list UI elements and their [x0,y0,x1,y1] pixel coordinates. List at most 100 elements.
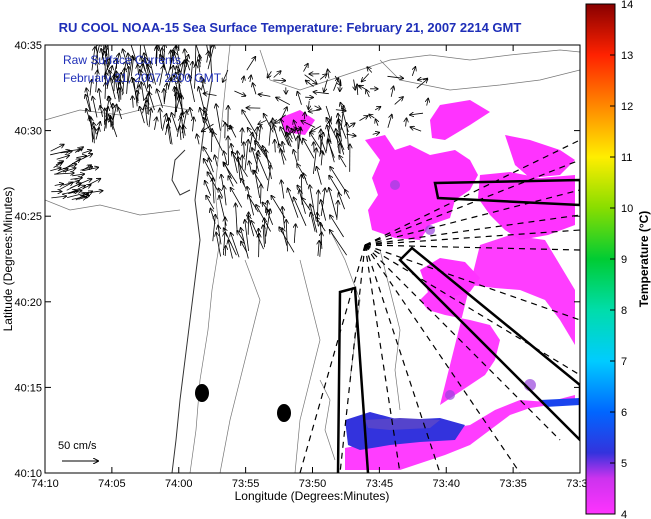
sst-cold-band [345,398,580,450]
current-vector [320,232,322,257]
current-vector [216,233,221,257]
current-vector [304,74,317,84]
current-vector [321,200,327,221]
current-vector [338,119,347,139]
current-vector [228,136,229,166]
current-vector [96,71,98,93]
current-vector [156,47,157,64]
current-vector [247,187,254,216]
current-vector [127,67,129,94]
current-vector [51,196,66,198]
current-vector [50,151,69,156]
current-vector [200,108,205,124]
current-vector [286,132,293,143]
current-vector [253,83,257,95]
current-vector [96,122,100,135]
current-vector [243,77,245,83]
current-vector [182,95,183,115]
current-vector [303,139,315,159]
current-vector [160,109,162,129]
current-vector [225,246,226,257]
current-vector [357,84,358,96]
current-vector [257,154,269,181]
current-vector [303,64,308,72]
current-vector [80,167,93,171]
current-vector [339,156,347,168]
legend-currents-date: February 21, 2007 2200 GMT [63,71,222,85]
current-vector [228,240,233,259]
current-vector [212,215,216,242]
current-vector [348,123,355,128]
current-vector [345,190,350,199]
current-vector [263,146,268,160]
current-vector [248,128,265,153]
current-vector [311,213,316,232]
current-vector [241,179,247,190]
current-vector [181,111,187,134]
current-vector [205,181,212,196]
current-vector [280,149,285,165]
current-vector [107,45,110,66]
current-vector [369,115,375,119]
current-vector [410,127,422,132]
current-vector [249,161,252,173]
current-vector [168,78,171,90]
sst-purple-specks [390,180,536,400]
colorbar-tick-label: 5 [621,458,627,470]
current-vector [242,110,258,137]
current-vector [101,49,106,66]
current-vector [115,76,120,102]
current-vector [387,76,404,78]
current-vector [330,230,348,256]
current-vector [245,220,249,251]
x-tick-label: 73:55 [232,478,260,490]
current-vector [248,133,252,153]
colorbar-tick-label: 8 [621,305,627,317]
current-vector [244,142,245,157]
radar-site-marker [195,384,209,402]
current-vector [294,120,303,145]
current-vector [82,185,90,190]
current-vector [335,110,346,111]
current-vector [416,79,428,89]
current-vector [328,140,335,158]
current-vector [228,176,234,187]
current-vector [174,76,181,99]
current-vector [62,191,78,195]
current-vector [118,108,122,120]
current-vector [231,233,240,258]
current-vector [262,202,271,215]
current-vector [199,87,205,109]
current-vector [301,121,316,128]
current-vector [100,106,103,117]
current-vector [275,114,287,123]
current-vector [138,86,140,100]
current-vector [208,158,214,173]
x-tick-label: 73:45 [366,478,394,490]
current-vector [223,69,229,82]
current-vector [130,45,138,65]
current-vector [145,105,148,126]
current-vector [206,45,209,56]
x-tick-label: 73:35 [499,478,527,490]
current-vector [311,125,322,132]
current-vector [223,162,238,184]
current-vector [297,164,307,180]
current-vector [88,179,100,186]
current-vector [263,225,265,248]
colorbar-ticks: 14 13 12 11 10 9 8 7 6 5 4 [610,0,633,519]
current-vector [231,188,243,208]
current-vector [70,178,83,180]
x-tick-label: 73:40 [432,478,460,490]
colorbar-tick-label: 12 [621,101,633,113]
colorbar-tick-label: 13 [621,50,633,62]
current-vector [213,178,215,204]
current-vector [56,156,69,160]
colorbar-tick-label: 11 [621,152,632,164]
current-vector [194,64,196,89]
current-vector [258,119,267,124]
current-vector [294,197,307,226]
current-vector [176,46,181,67]
current-vector [281,180,285,199]
